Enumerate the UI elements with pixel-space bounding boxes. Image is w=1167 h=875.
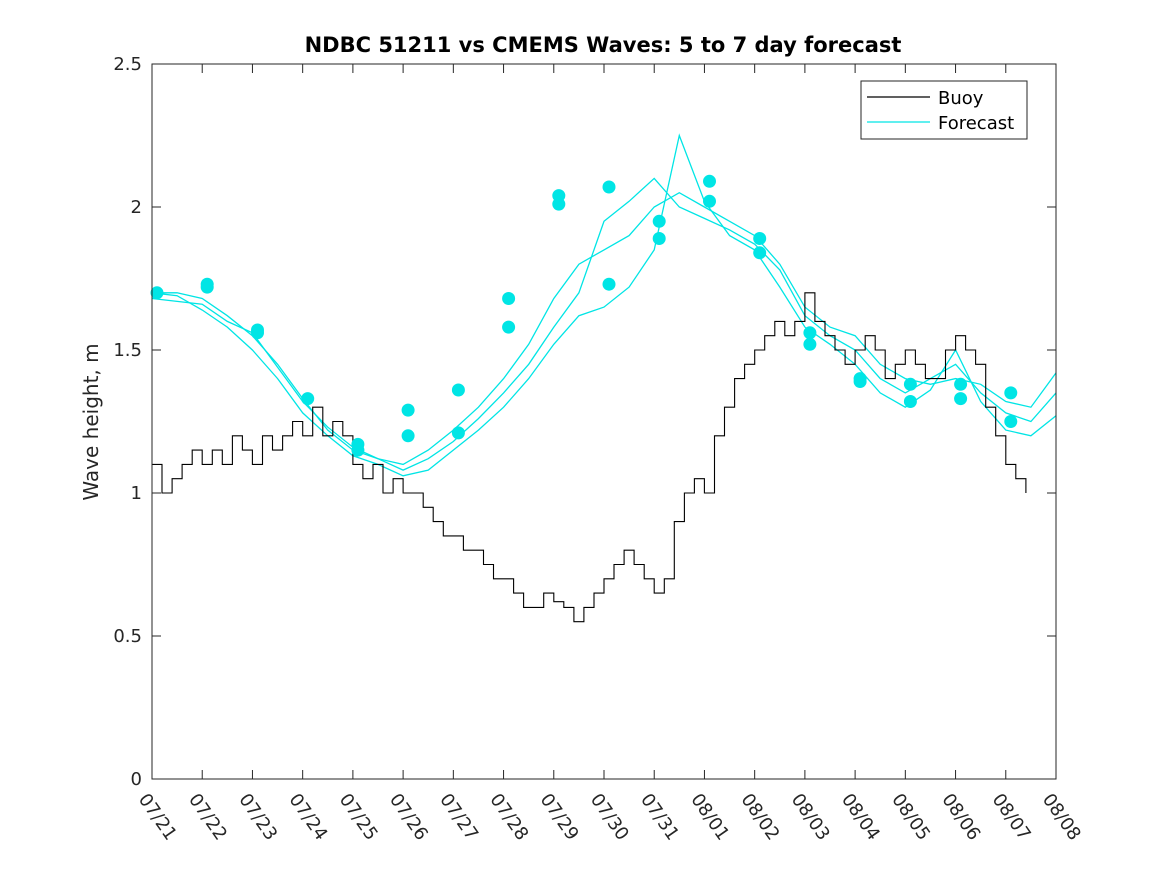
y-tick-label: 2 [131, 197, 142, 218]
forecast-marker [200, 280, 214, 294]
forecast-marker [903, 395, 917, 408]
forecast-marker [401, 403, 415, 417]
axes [151, 63, 1057, 780]
forecast-marker [301, 392, 315, 406]
forecast-marker [502, 292, 516, 305]
forecast-marker [652, 232, 666, 245]
forecast-marker [552, 197, 566, 211]
forecast-marker [954, 377, 968, 391]
legend-box [860, 80, 1028, 140]
plot-area [150, 133, 1057, 623]
forecast-marker [150, 286, 164, 300]
legend: Buoy Forecast [860, 80, 1028, 140]
y-tick-label: 1 [131, 483, 142, 504]
forecast-marker [803, 337, 817, 351]
forecast-marker [703, 174, 716, 188]
forecast-marker [803, 326, 817, 340]
forecast-marker [652, 214, 666, 228]
forecast-marker [451, 383, 465, 397]
forecast-marker [753, 246, 767, 260]
forecast-marker [351, 443, 365, 457]
forecast-marker [251, 326, 264, 340]
y-tick-label: 1.5 [113, 340, 142, 361]
forecast-marker [602, 180, 616, 194]
y-tick-label: 2.5 [113, 54, 142, 75]
forecast-marker [703, 194, 716, 208]
legend-label-forecast: Forecast [938, 113, 1014, 134]
y-axis-label: Wave height, m [79, 343, 103, 500]
y-tick-label: 0 [131, 769, 142, 790]
forecast-marker [853, 375, 867, 388]
forecast-marker [451, 426, 465, 440]
forecast-marker [502, 320, 516, 334]
chart-title: NDBC 51211 vs CMEMS Waves: 5 to 7 day fo… [305, 33, 902, 57]
forecast-marker [401, 429, 415, 443]
forecast-marker [602, 277, 616, 291]
forecast-marker [903, 377, 917, 391]
buoy-line [152, 292, 1027, 623]
forecast-marker [1004, 386, 1018, 400]
forecast-marker [954, 392, 968, 406]
legend-label-buoy: Buoy [938, 88, 984, 109]
forecast-marker [1004, 415, 1018, 428]
y-tick-label: 0.5 [113, 626, 142, 647]
forecast-marker [753, 232, 767, 245]
forecast-line-3 [151, 133, 1057, 477]
